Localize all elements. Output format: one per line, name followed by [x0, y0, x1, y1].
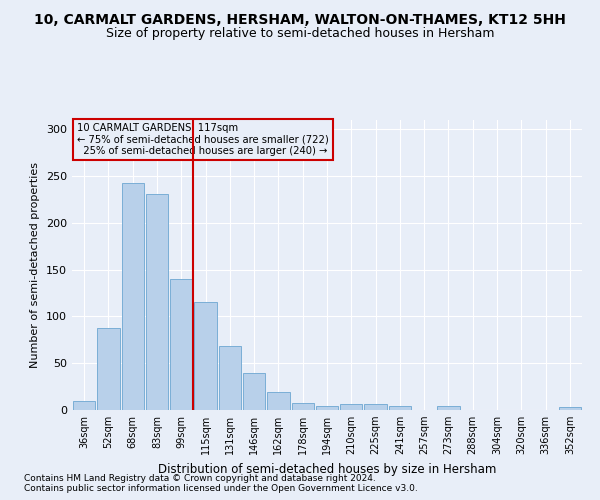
Bar	[146, 194, 168, 410]
Bar	[389, 406, 411, 410]
Bar	[364, 404, 387, 410]
Bar	[194, 302, 217, 410]
Text: Size of property relative to semi-detached houses in Hersham: Size of property relative to semi-detach…	[106, 28, 494, 40]
Bar	[437, 406, 460, 410]
Bar	[316, 406, 338, 410]
Text: 10, CARMALT GARDENS, HERSHAM, WALTON-ON-THAMES, KT12 5HH: 10, CARMALT GARDENS, HERSHAM, WALTON-ON-…	[34, 12, 566, 26]
Bar	[267, 392, 290, 410]
Text: Contains HM Land Registry data © Crown copyright and database right 2024.: Contains HM Land Registry data © Crown c…	[24, 474, 376, 483]
Bar	[97, 328, 119, 410]
Bar	[122, 182, 144, 410]
Bar	[243, 372, 265, 410]
Text: Contains public sector information licensed under the Open Government Licence v3: Contains public sector information licen…	[24, 484, 418, 493]
Bar	[559, 407, 581, 410]
Y-axis label: Number of semi-detached properties: Number of semi-detached properties	[31, 162, 40, 368]
Text: 10 CARMALT GARDENS: 117sqm
← 75% of semi-detached houses are smaller (722)
  25%: 10 CARMALT GARDENS: 117sqm ← 75% of semi…	[77, 123, 329, 156]
Bar	[292, 402, 314, 410]
Bar	[170, 279, 193, 410]
Bar	[340, 404, 362, 410]
Bar	[73, 400, 95, 410]
X-axis label: Distribution of semi-detached houses by size in Hersham: Distribution of semi-detached houses by …	[158, 462, 496, 475]
Bar	[218, 346, 241, 410]
